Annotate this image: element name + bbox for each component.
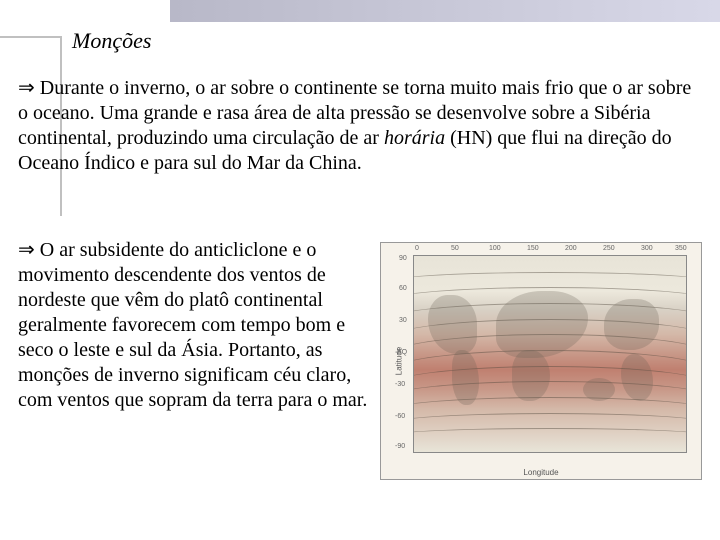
arrow-icon: ⇒: [18, 239, 35, 261]
tick-y: 30: [399, 317, 407, 324]
map-plot-area: [413, 255, 687, 453]
title-bar-decoration: [170, 0, 720, 22]
para2-text: O ar subsidente do anticliclone e o movi…: [18, 239, 367, 411]
tick-y: 90: [399, 255, 407, 262]
x-axis-label: Longitude: [523, 468, 558, 477]
tick-y: 60: [399, 285, 407, 292]
continent-shape: [512, 350, 550, 401]
map-figure: Latitude Longitude 0 50 100 150 200 250 …: [380, 242, 702, 480]
tick-top: 50: [451, 245, 459, 252]
tick-top: 250: [603, 245, 615, 252]
slide: Monções ⇒ Durante o inverno, o ar sobre …: [0, 0, 720, 540]
tick-y: -90: [395, 443, 405, 450]
tick-top: 100: [489, 245, 501, 252]
tick-top: 150: [527, 245, 539, 252]
tick-top: 350: [675, 245, 687, 252]
paragraph-2: ⇒ O ar subsidente do anticliclone e o mo…: [18, 238, 368, 413]
contour-line: [413, 428, 687, 444]
para1-italic: horária: [384, 127, 445, 149]
corner-line-h: [0, 36, 62, 38]
tick-top: 0: [415, 245, 419, 252]
tick-top: 200: [565, 245, 577, 252]
continent-shape: [583, 378, 616, 402]
slide-title: Monções: [72, 28, 151, 54]
tick-y: -60: [395, 413, 405, 420]
paragraph-1: ⇒ Durante o inverno, o ar sobre o contin…: [18, 76, 702, 176]
continent-shape: [604, 299, 658, 350]
tick-y: EQ: [397, 349, 407, 356]
arrow-icon: ⇒: [18, 77, 35, 99]
tick-top: 300: [641, 245, 653, 252]
tick-y: -30: [395, 381, 405, 388]
